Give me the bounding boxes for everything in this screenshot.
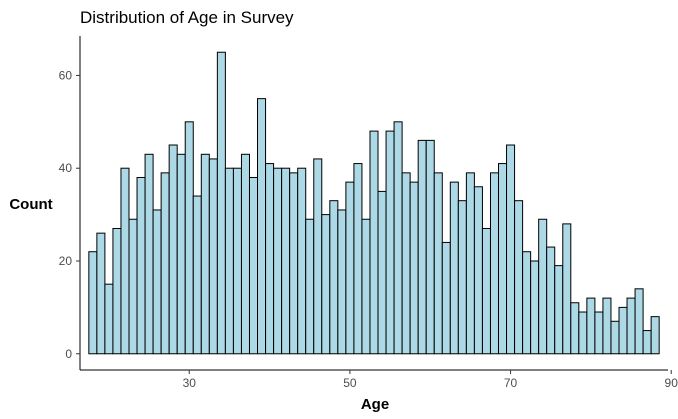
histogram-bar [530, 260, 540, 355]
y-tick-label: 0 [65, 347, 72, 361]
histogram-bar [265, 163, 275, 355]
histogram-bar [538, 218, 548, 355]
histogram-bar [522, 251, 532, 355]
histogram-bar [361, 218, 371, 355]
histogram-bar [273, 167, 283, 355]
chart-title: Distribution of Age in Survey [80, 8, 294, 27]
histogram-bar [353, 163, 363, 355]
histogram-bar [393, 121, 403, 355]
histogram-bar [554, 265, 564, 355]
x-axis-title: Age [361, 396, 389, 413]
y-tick-label: 40 [59, 161, 73, 175]
histogram-bar [208, 158, 218, 355]
histogram-bar [642, 330, 652, 355]
histogram-bar [634, 288, 644, 355]
histogram-bar [112, 228, 122, 355]
histogram-bar [104, 283, 114, 355]
histogram-bar [152, 209, 162, 355]
histogram-bar [96, 232, 106, 355]
histogram-bar [369, 130, 379, 355]
y-tick-label: 20 [59, 254, 73, 268]
histogram-bar [321, 214, 331, 355]
histogram-bar [377, 190, 387, 355]
histogram-bar [610, 320, 620, 355]
histogram-bar [626, 297, 636, 355]
histogram-bar [473, 186, 483, 355]
histogram-bar [281, 167, 291, 355]
histogram-bar [224, 167, 234, 355]
histogram-bar [409, 181, 419, 355]
histogram-bar [578, 311, 588, 355]
x-tick-label: 90 [665, 376, 678, 390]
histogram-bar [385, 130, 395, 355]
histogram-bar [562, 223, 572, 355]
histogram-bar [216, 51, 226, 355]
histogram-bar [257, 98, 267, 355]
histogram-bar [313, 158, 323, 355]
histogram-bar [337, 209, 347, 355]
y-axis-title: Count [9, 196, 52, 213]
histogram-bar [240, 153, 250, 355]
histogram-bar [433, 172, 443, 355]
x-tick-label: 50 [343, 376, 357, 390]
histogram-bar [168, 144, 178, 355]
histogram-bar [489, 172, 500, 355]
histogram-bar [329, 200, 339, 355]
histogram-bar [136, 176, 146, 355]
histogram-bar [546, 246, 556, 355]
histogram-bar [465, 172, 475, 355]
histogram-bar [192, 195, 202, 355]
histogram-bar [570, 302, 580, 355]
histogram-bar [417, 139, 427, 355]
x-tick-label: 70 [504, 376, 518, 390]
histogram-bar [441, 241, 451, 355]
histogram-bar [586, 297, 596, 355]
bars-group [88, 51, 660, 355]
histogram-bar [457, 200, 467, 355]
histogram-bar [305, 218, 315, 355]
histogram-bar [88, 251, 98, 355]
histogram-bar [120, 167, 130, 355]
histogram-bar [200, 153, 210, 355]
histogram-bar [345, 181, 355, 355]
histogram-bar [232, 167, 242, 355]
histogram-bar [297, 167, 307, 355]
histogram-bar [650, 316, 660, 355]
histogram-bar [506, 144, 516, 355]
axes-group: 0 20 40 60 30 50 70 90 [59, 36, 678, 390]
histogram-bar [481, 228, 491, 355]
histogram-bar [425, 139, 435, 355]
histogram-bar [449, 181, 459, 355]
histogram-bar [128, 218, 138, 355]
histogram-bar [289, 172, 299, 355]
histogram-bar [184, 121, 194, 355]
histogram-bar [594, 311, 604, 355]
histogram-bar [514, 200, 524, 355]
histogram-bar [144, 153, 154, 355]
histogram-bar [248, 176, 259, 355]
y-tick-label: 60 [59, 68, 73, 82]
histogram-bar [618, 306, 628, 355]
histogram-bar [160, 172, 170, 355]
histogram-bar [498, 163, 508, 355]
x-tick-label: 30 [183, 376, 197, 390]
histogram-bar [176, 153, 186, 355]
histogram-bar [401, 172, 411, 355]
histogram-bar [602, 297, 612, 355]
